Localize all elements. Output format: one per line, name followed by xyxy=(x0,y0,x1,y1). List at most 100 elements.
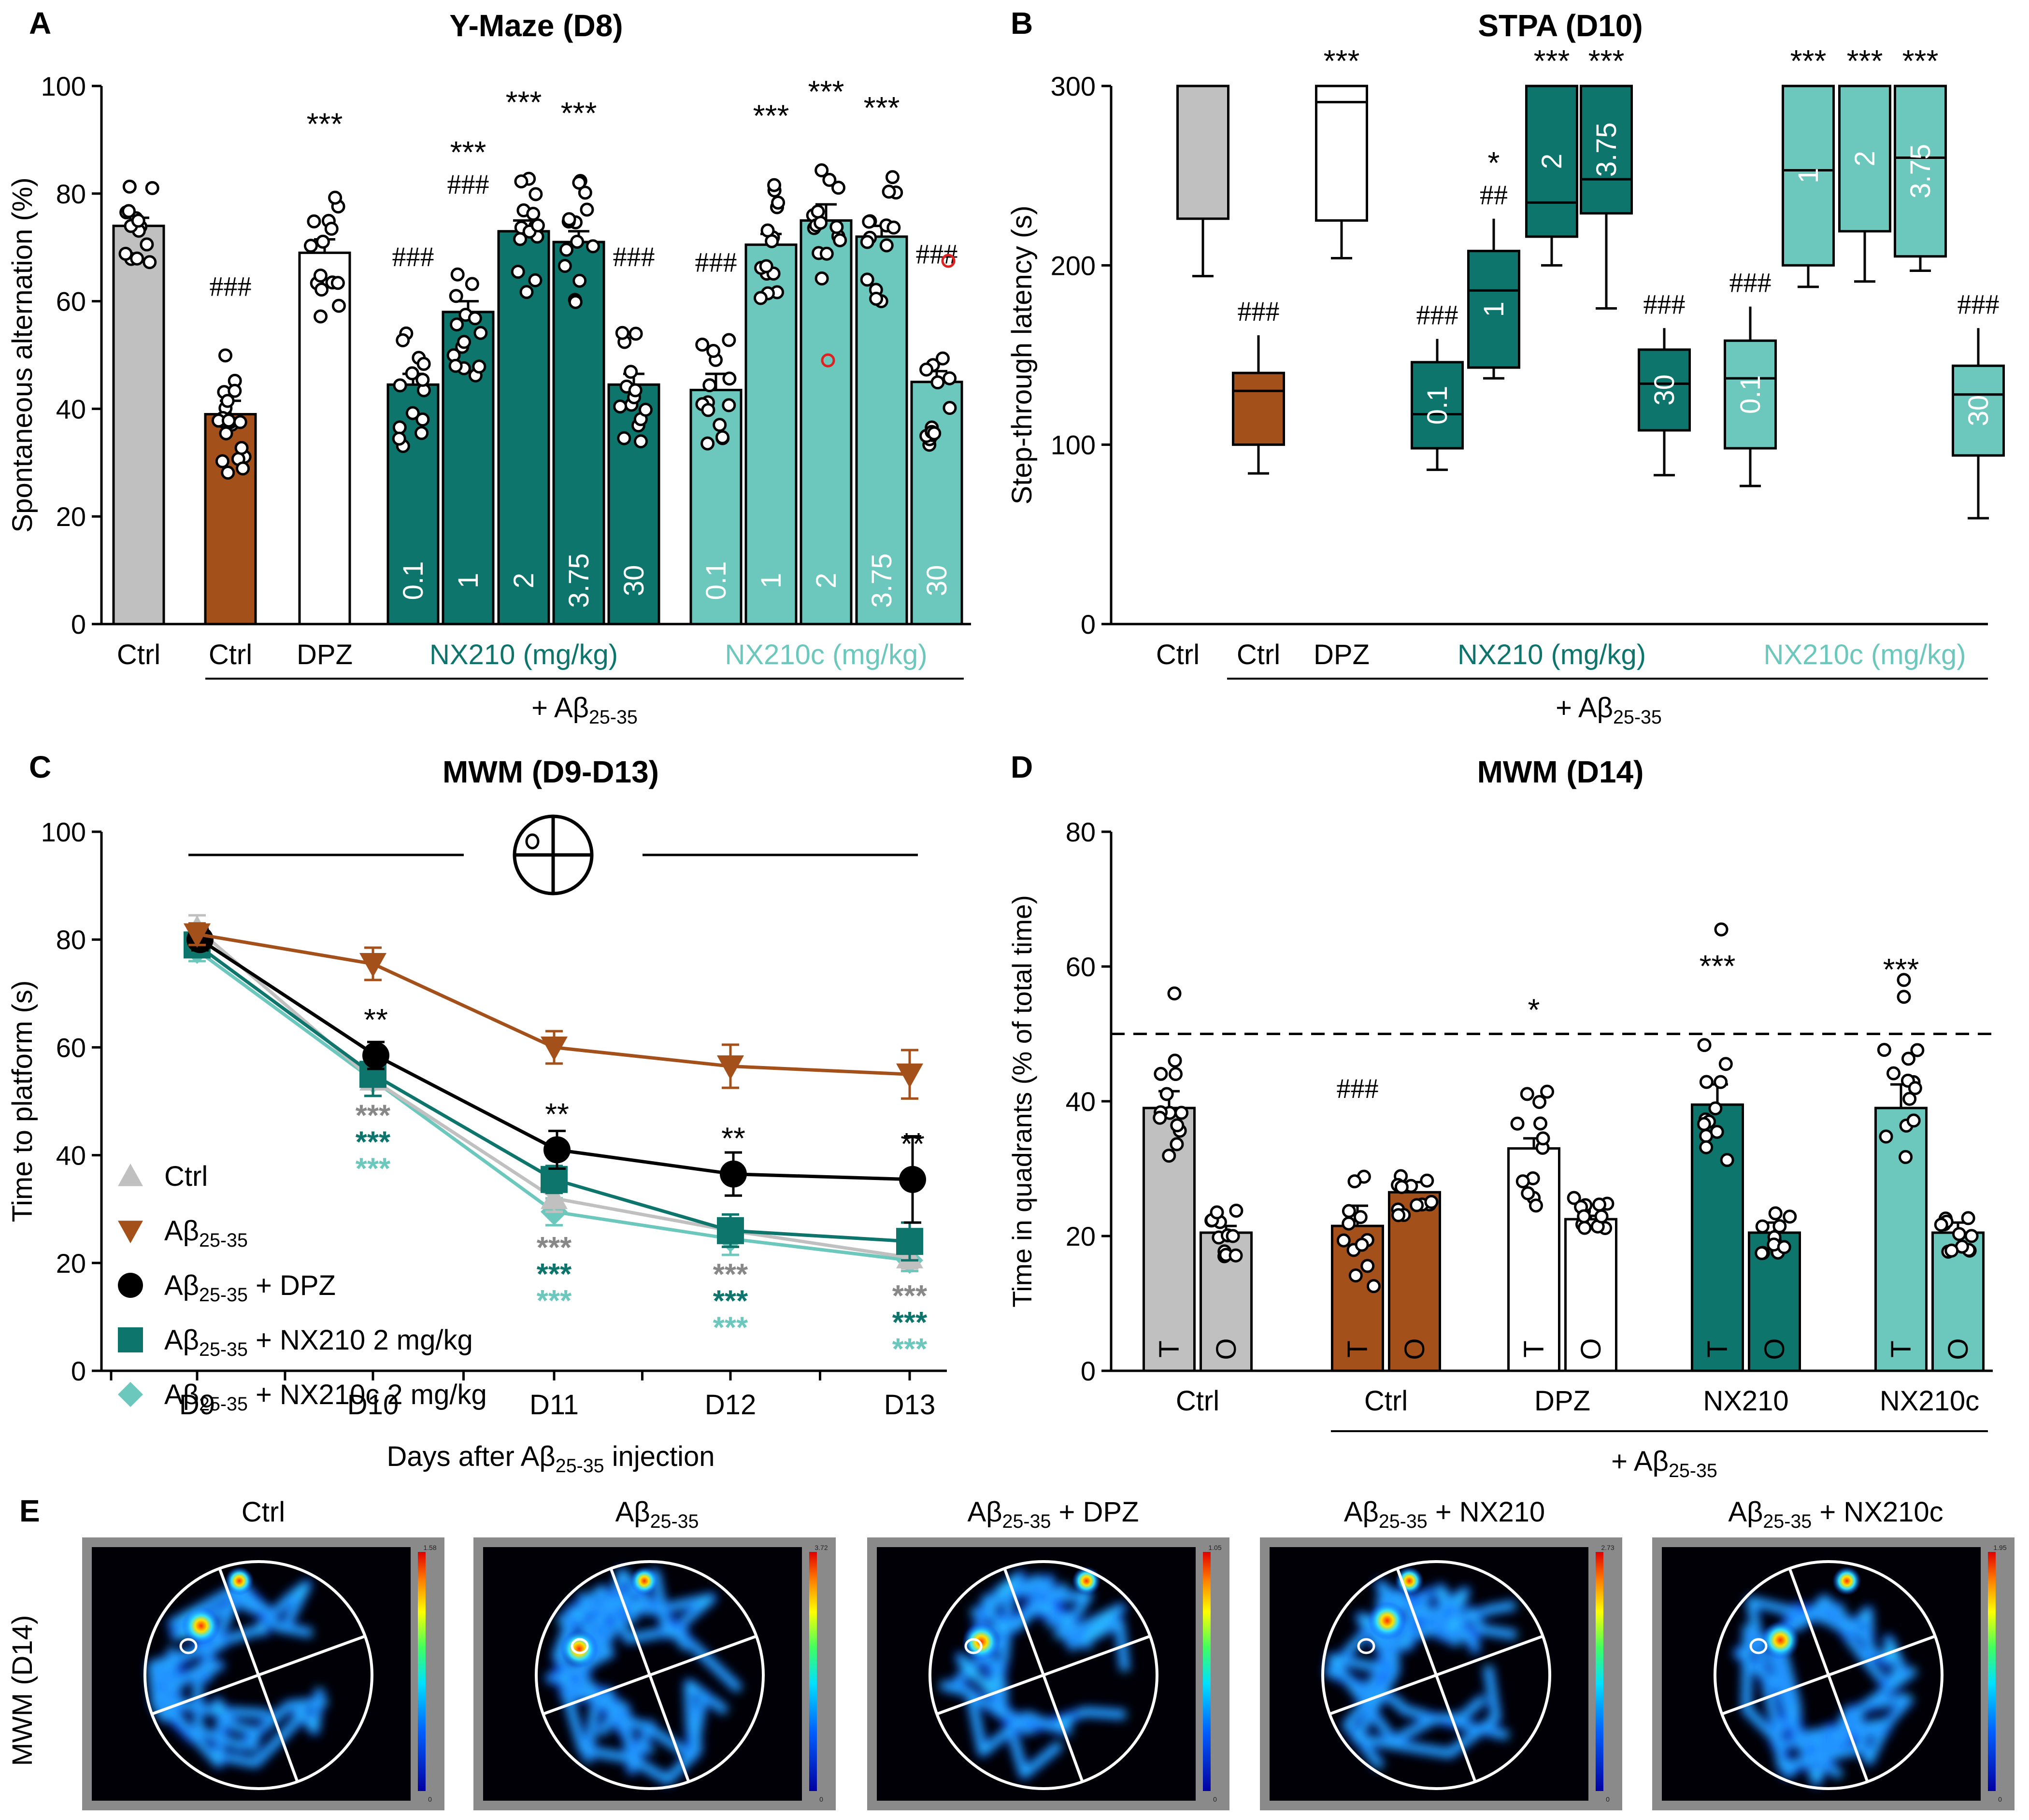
data-point xyxy=(753,291,768,305)
data-point xyxy=(218,348,232,363)
x-tick-label: D10 xyxy=(347,1389,399,1421)
panel-c: C MWM (D9-D13) 0 20 40 60 80 100 Time to platfor… xyxy=(7,750,947,1477)
bar-dose-label: 1 xyxy=(756,573,787,588)
data-point xyxy=(514,174,529,189)
y-tick-label: 0 xyxy=(1081,609,1096,640)
data-point xyxy=(578,185,592,200)
group-label: DPZ xyxy=(1314,639,1370,670)
significance-mark: ### xyxy=(1643,288,1686,320)
side-label: MWM (D14) xyxy=(7,1615,38,1766)
data-point xyxy=(1420,1173,1434,1188)
data-point xyxy=(1952,1227,1966,1241)
data-point xyxy=(1897,973,1911,987)
panel-letter: B xyxy=(1011,6,1033,41)
panel-letter: A xyxy=(29,6,51,41)
panel-letter: C xyxy=(29,750,51,784)
data-point xyxy=(814,163,829,178)
y-tick-label: 20 xyxy=(1066,1221,1096,1251)
y-tick-label: 40 xyxy=(1066,1086,1096,1117)
data-point xyxy=(457,335,472,349)
significance-mark: *** xyxy=(1847,43,1883,78)
color-scale-max: 1.05 xyxy=(1208,1544,1221,1551)
data-point xyxy=(557,259,572,273)
data-point xyxy=(131,213,145,228)
swim-path-core xyxy=(1345,1603,1516,1768)
data-point xyxy=(414,426,429,441)
data-point xyxy=(1515,1174,1530,1189)
platform-marker xyxy=(1749,1638,1768,1654)
data-point xyxy=(541,1184,568,1209)
bar-quadrant-label: T xyxy=(1702,1340,1733,1357)
data-point xyxy=(118,246,133,261)
quadrant-line xyxy=(609,1568,690,1782)
swim-path-core xyxy=(1881,1637,1909,1683)
box-dose-label: 3.75 xyxy=(1591,122,1622,177)
y-tick-label: 100 xyxy=(1051,430,1096,460)
data-point xyxy=(760,223,775,238)
data-point xyxy=(562,212,576,227)
box xyxy=(1411,361,1464,450)
color-scale-max: 1.95 xyxy=(1993,1544,2006,1551)
data-point xyxy=(1533,1116,1548,1131)
data-point xyxy=(624,365,638,379)
data-point xyxy=(143,255,157,270)
significance-mark: *** xyxy=(1534,43,1570,78)
bar-quadrant-label: O xyxy=(1759,1338,1790,1360)
data-point xyxy=(814,215,828,230)
bar-dose-label: 30 xyxy=(921,565,953,597)
group-label: NX210c (mg/kg) xyxy=(1763,639,1966,670)
data-point xyxy=(1714,922,1729,937)
legend-label: Aβ25-35 xyxy=(164,1215,248,1251)
legend-marker xyxy=(118,1221,143,1243)
data-point xyxy=(1906,1113,1921,1128)
bar xyxy=(1691,1103,1744,1372)
data-point xyxy=(896,1063,923,1088)
box xyxy=(1467,250,1520,369)
swim-path-core xyxy=(603,1682,728,1759)
data-point xyxy=(572,273,587,288)
data-point xyxy=(473,326,488,340)
hot-spot xyxy=(559,1629,599,1668)
bar-quadrant-label: T xyxy=(1154,1340,1185,1357)
significance-mark: *** xyxy=(307,106,343,141)
box xyxy=(1894,85,1947,258)
outlier-point xyxy=(821,353,835,368)
hot-spot xyxy=(629,1566,659,1595)
box xyxy=(1638,348,1691,432)
box xyxy=(1724,339,1777,450)
swim-path-core xyxy=(1744,1624,1916,1768)
bar-dose-label: 1 xyxy=(453,573,484,588)
data-point xyxy=(1594,1209,1609,1223)
quadrant-line xyxy=(1396,1568,1477,1782)
significance-mark: ### xyxy=(916,239,958,270)
data-point xyxy=(233,415,247,429)
data-point xyxy=(869,291,884,306)
color-scale-min: 0 xyxy=(1606,1795,1610,1803)
box-dose-label: 3.75 xyxy=(1905,144,1936,199)
data-point xyxy=(1353,1210,1368,1224)
swim-path-core xyxy=(1355,1592,1498,1755)
y-tick-label: 0 xyxy=(71,1356,86,1386)
data-point xyxy=(145,181,159,195)
significance-mark: * xyxy=(1528,993,1540,1027)
bar-quadrant-label: O xyxy=(1211,1338,1242,1360)
swim-path-core xyxy=(1373,1590,1432,1646)
hot-spot xyxy=(1761,1621,1800,1660)
data-point xyxy=(717,1055,744,1080)
significance-mark-ctrl: *** xyxy=(713,1258,748,1292)
significance-mark: *** xyxy=(1790,43,1827,78)
data-point xyxy=(415,372,430,387)
data-point xyxy=(1159,1087,1174,1101)
y-tick-label: 100 xyxy=(41,71,86,101)
heatmap-title: Aβ25-35 + DPZ xyxy=(968,1496,1139,1532)
data-point xyxy=(1229,1248,1243,1263)
legend-marker xyxy=(118,1164,143,1186)
maze-circle xyxy=(1714,1560,1943,1790)
chart-title: MWM (D9-D13) xyxy=(443,754,659,789)
data-point xyxy=(1210,1205,1224,1220)
box xyxy=(1232,371,1285,446)
data-point xyxy=(1592,1197,1607,1212)
data-point xyxy=(393,378,407,393)
significance-mark-nx210c: *** xyxy=(892,1333,928,1366)
data-point xyxy=(700,436,715,451)
